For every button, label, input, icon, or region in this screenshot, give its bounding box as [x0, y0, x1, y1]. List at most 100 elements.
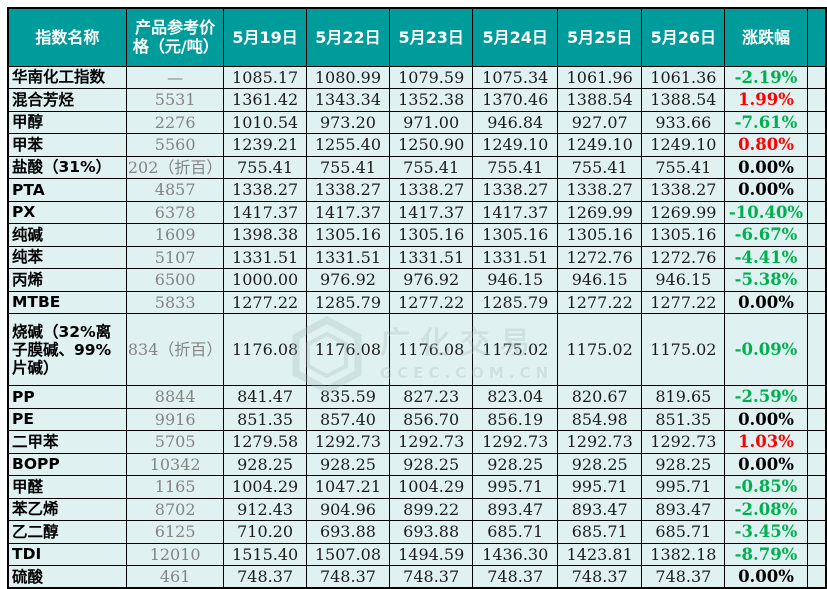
clipped-column-cell: [806, 452, 826, 476]
change-percent-cell: 0.00%: [724, 155, 808, 179]
date-value-cell: 1338.27: [305, 178, 391, 202]
date-value-cell: 1331.51: [389, 245, 474, 269]
change-percent-cell: 0.00%: [724, 407, 808, 431]
reference-price-cell: —: [125, 65, 225, 89]
index-name-cell: 苯乙烯: [7, 497, 127, 521]
reference-price-cell: 834（折百）: [125, 313, 225, 386]
date-value-cell: 1292.73: [472, 430, 559, 454]
table-row: 硫酸 461 748.37 748.37 748.37 748.37 748.37 748.3…: [7, 565, 826, 589]
date-value-cell: 1175.02: [641, 313, 726, 386]
date-value-cell: 755.41: [641, 155, 726, 179]
date-value-cell: 693.88: [389, 520, 474, 544]
change-percent-cell: -10.40%: [724, 200, 808, 224]
table-row: 华南化工指数 —1085.17 1080.99 1079.59 1075.34 1061.…: [7, 65, 826, 89]
date-value-cell: 1343.34: [305, 88, 391, 112]
change-percent-cell: -7.61%: [724, 110, 808, 134]
table-row: TDI 12010 1515.40 1507.08 1494.59 1436.30 1423…: [7, 542, 826, 566]
date-value-cell: 1249.10: [472, 133, 559, 157]
date-value-cell: 1269.99: [641, 200, 726, 224]
column-header-0: 指数名称: [7, 7, 127, 67]
date-value-cell: 928.25: [641, 452, 726, 476]
date-value-cell: 1004.29: [389, 475, 474, 499]
date-value-cell: 1352.38: [389, 88, 474, 112]
date-value-cell: 946.15: [472, 268, 559, 292]
date-value-cell: 835.59: [305, 385, 391, 409]
date-value-cell: 1249.10: [557, 133, 643, 157]
clipped-column-cell: [806, 407, 826, 431]
table-row: BOPP 10342 928.25 928.25 928.25 928.25 928.25 9…: [7, 452, 826, 476]
date-value-cell: 1494.59: [389, 542, 474, 566]
date-value-cell: 710.20: [223, 520, 307, 544]
index-name-cell: 混合芳烃: [7, 88, 127, 112]
table-row: PP 8844 841.47 835.59 827.23 823.04 820.67 819.…: [7, 385, 826, 409]
date-value-cell: 1250.90: [389, 133, 474, 157]
clipped-column-cell: [806, 520, 826, 544]
date-value-cell: 1277.22: [223, 290, 307, 314]
date-value-cell: 1279.58: [223, 430, 307, 454]
index-name-cell: PX: [7, 200, 127, 224]
date-value-cell: 1239.21: [223, 133, 307, 157]
change-percent-cell: -4.41%: [724, 245, 808, 269]
date-value-cell: 995.71: [557, 475, 643, 499]
table-row: 苯乙烯 8702 912.43 904.96 899.22 893.47 893.47 893…: [7, 497, 826, 521]
date-value-cell: 1305.16: [472, 223, 559, 247]
clipped-column-cell: [806, 178, 826, 202]
date-value-cell: 857.40: [305, 407, 391, 431]
date-value-cell: 851.35: [641, 407, 726, 431]
date-value-cell: 1370.46: [472, 88, 559, 112]
date-value-cell: 748.37: [557, 565, 643, 589]
date-value-cell: 685.71: [472, 520, 559, 544]
index-name-cell: 二甲苯: [7, 430, 127, 454]
reference-price-cell: 202（折百）: [125, 155, 225, 179]
index-name-cell: 纯苯: [7, 245, 127, 269]
date-value-cell: 1272.76: [557, 245, 643, 269]
date-value-cell: 1285.79: [305, 290, 391, 314]
date-value-cell: 973.20: [305, 110, 391, 134]
column-header-4: 5月23日: [389, 7, 474, 67]
date-value-cell: 1010.54: [223, 110, 307, 134]
date-value-cell: 693.88: [305, 520, 391, 544]
date-value-cell: 1277.22: [389, 290, 474, 314]
change-percent-cell: -2.08%: [724, 497, 808, 521]
date-value-cell: 748.37: [389, 565, 474, 589]
date-value-cell: 899.22: [389, 497, 474, 521]
column-header-6: 5月25日: [557, 7, 643, 67]
date-value-cell: 748.37: [305, 565, 391, 589]
table-row: 甲醇 2276 1010.54 973.20 971.00 946.84 927.07 933…: [7, 110, 826, 134]
date-value-cell: 1382.18: [641, 542, 726, 566]
date-value-cell: 1338.27: [472, 178, 559, 202]
date-value-cell: 1061.96: [557, 65, 643, 89]
date-value-cell: 1176.08: [305, 313, 391, 386]
clipped-column-cell: [806, 313, 826, 386]
change-percent-cell: 0.80%: [724, 133, 808, 157]
date-value-cell: 1176.08: [223, 313, 307, 386]
index-name-cell: MTBE: [7, 290, 127, 314]
table-row: 盐酸（31%） 202（折百） 755.41 755.41 755.41 755.41 75…: [7, 155, 826, 179]
date-value-cell: 976.92: [389, 268, 474, 292]
date-value-cell: 1305.16: [557, 223, 643, 247]
chemical-price-table: 指数名称 产品参考价格（元/吨） 5月19日 5月22日 5月23日 5月24日 5月25日…: [7, 7, 827, 589]
date-value-cell: 755.41: [557, 155, 643, 179]
table-row: 甲苯 5560 1239.21 1255.40 1250.90 1249.10 1249.1…: [7, 133, 826, 157]
change-percent-cell: -3.45%: [724, 520, 808, 544]
date-value-cell: 1277.22: [557, 290, 643, 314]
reference-price-cell: 5107: [125, 245, 225, 269]
column-header-7: 5月26日: [641, 7, 726, 67]
date-value-cell: 1272.76: [641, 245, 726, 269]
date-value-cell: 1080.99: [305, 65, 391, 89]
reference-price-cell: 5705: [125, 430, 225, 454]
date-value-cell: 1331.51: [472, 245, 559, 269]
change-percent-cell: -0.09%: [724, 313, 808, 386]
date-value-cell: 1417.37: [472, 200, 559, 224]
column-header-2: 5月19日: [223, 7, 307, 67]
date-value-cell: 1079.59: [389, 65, 474, 89]
date-value-cell: 1176.08: [389, 313, 474, 386]
date-value-cell: 841.47: [223, 385, 307, 409]
reference-price-cell: 8702: [125, 497, 225, 521]
date-value-cell: 904.96: [305, 497, 391, 521]
date-value-cell: 1305.16: [305, 223, 391, 247]
clipped-column-cell: [806, 268, 826, 292]
date-value-cell: 819.65: [641, 385, 726, 409]
date-value-cell: 1292.73: [305, 430, 391, 454]
date-value-cell: 1331.51: [223, 245, 307, 269]
